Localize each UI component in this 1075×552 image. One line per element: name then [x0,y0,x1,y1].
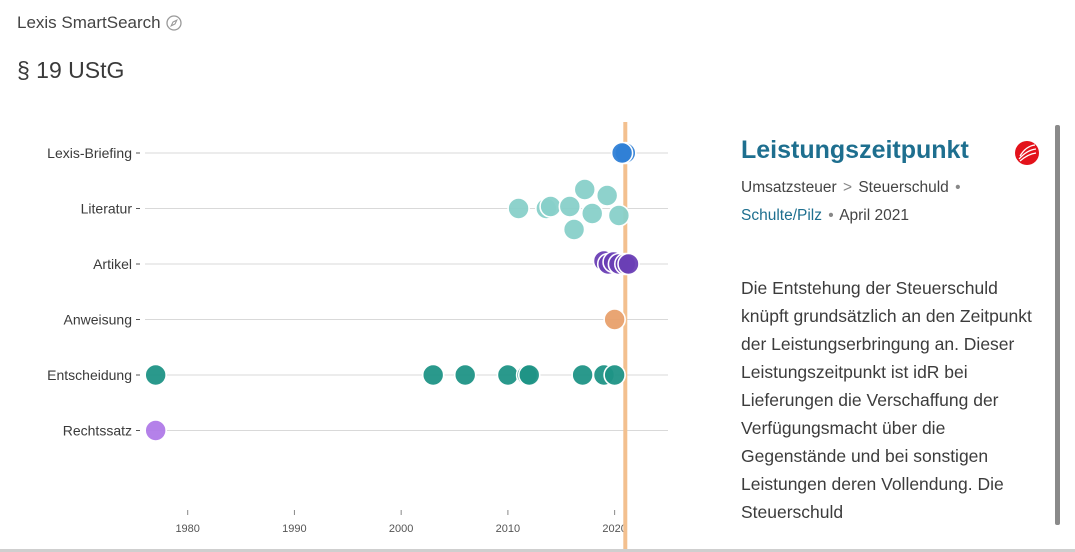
timeline-point[interactable] [558,195,582,218]
author-link[interactable]: Schulte/Pilz [741,207,822,224]
timeline-point[interactable] [610,141,634,165]
document-abstract: Die Entstehung der Steuerschuld knüpft g… [741,278,1032,518]
timeline-point[interactable] [607,204,631,227]
document-title[interactable]: Leistungszeitpunkt [741,136,969,164]
timeline-point[interactable] [603,363,626,387]
timeline-point[interactable] [517,363,541,387]
breadcrumb-separator: > [842,179,852,196]
publication-date: April 2021 [839,207,909,224]
timeline-chart: Lexis-Briefing Literatur Artikel Anweisung E… [47,122,668,550]
row-label: Rechtssatz [63,423,132,439]
timeline-point[interactable] [617,252,640,276]
row-label: Artikel [93,256,132,272]
meta-bullet: • [828,207,834,224]
timeline-point[interactable] [573,178,597,201]
timeline-point[interactable] [144,363,167,387]
timeline-point[interactable] [562,218,586,241]
timeline-point[interactable] [595,184,619,207]
page-title: § 19 UStG [17,57,125,83]
document-meta: Umsatzsteuer > Steuerschuld • Schulte/Pi… [741,174,1046,230]
timeline-point[interactable] [144,419,167,442]
row-label: Entscheidung [47,367,132,383]
timeline-point[interactable] [507,197,530,220]
row-label: Literatur [81,201,133,217]
meta-bullet: • [955,179,961,196]
year-tick-label: 2010 [496,523,520,535]
year-tick-label: 2020 [602,523,626,535]
year-tick-label: 1980 [175,523,199,535]
timeline-point[interactable] [496,363,520,387]
compass-icon[interactable] [165,15,182,31]
timeline-point[interactable] [421,363,445,387]
lexis-logo-icon [1014,140,1040,166]
category-breadcrumb[interactable]: Umsatzsteuer [741,179,837,196]
bottom-divider [0,549,1075,552]
subcategory-breadcrumb[interactable]: Steuerschuld [858,179,949,196]
year-tick-label: 1990 [282,523,306,535]
year-tick-label: 2000 [389,523,413,535]
timeline-point[interactable] [539,195,562,218]
timeline-point[interactable] [580,202,604,225]
timeline-point[interactable] [453,363,477,387]
row-label: Lexis-Briefing [47,145,132,161]
app-name: Lexis SmartSearch [17,13,161,32]
row-label: Anweisung [64,312,133,328]
timeline-point[interactable] [603,308,626,331]
timeline-point[interactable] [571,363,594,387]
scrollbar[interactable] [1055,125,1060,525]
detail-panel: Leistungszeitpunkt Umsatzsteuer > Steuer… [741,130,1046,518]
app-brand: Lexis SmartSearch [17,13,182,33]
